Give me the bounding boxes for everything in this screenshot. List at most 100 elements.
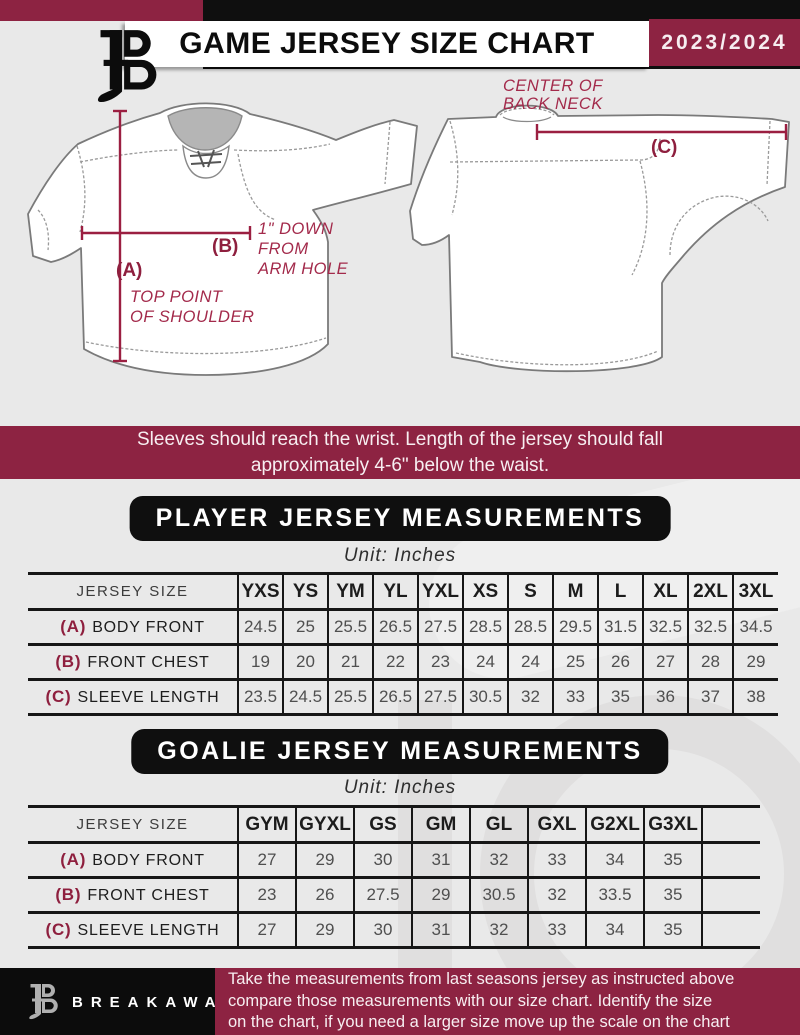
- front-jersey-diagram: (B) 1" DOWN FROM ARM HOLE (A) TOP POINT …: [27, 102, 418, 376]
- measurement-value-cell: 21: [327, 644, 373, 680]
- measurement-value-cell: 33: [527, 842, 586, 878]
- measurement-value-cell: 34: [585, 912, 644, 948]
- size-column-header: GYM: [237, 806, 296, 843]
- measurement-value-cell: 27: [642, 644, 688, 680]
- size-column-header: GM: [411, 806, 470, 843]
- measurement-value-cell: 29: [732, 644, 778, 680]
- measure-lines-back: [535, 124, 788, 140]
- measurement-value-cell: 24: [462, 644, 508, 680]
- size-column-header: G2XL: [585, 806, 644, 843]
- goalie-section-title: GOALIE JERSEY MEASUREMENTS: [157, 737, 643, 765]
- measurement-value-cell: [701, 842, 760, 878]
- measurement-value-cell: 26: [597, 644, 643, 680]
- measurement-value-cell: 32: [507, 679, 553, 715]
- size-column-header: GYXL: [295, 806, 354, 843]
- measurement-value-cell: 30.5: [462, 679, 508, 715]
- measurement-value-cell: 35: [643, 877, 702, 913]
- measure-lines-front: [80, 109, 252, 363]
- fit-notice-line1: Sleeves should reach the wrist. Length o…: [137, 428, 663, 450]
- size-column-header: L: [597, 573, 643, 610]
- measurement-value-cell: 29: [295, 912, 354, 948]
- measurement-value-cell: 32: [469, 842, 528, 878]
- note-b-line1: 1" DOWN: [258, 220, 333, 238]
- measurement-value-cell: 32.5: [687, 609, 733, 645]
- breakaway-b-icon-footer: [29, 984, 58, 1020]
- size-column-header: M: [552, 573, 598, 610]
- label-b: (B): [212, 236, 238, 257]
- fit-notice-banner: Sleeves should reach the wrist. Length o…: [0, 426, 800, 479]
- measurement-value-cell: 32: [469, 912, 528, 948]
- footer-brand-name: BREAKAWAY: [72, 993, 241, 1011]
- measurement-value-cell: 29: [295, 842, 354, 878]
- season-label: 2023/2024: [661, 30, 788, 54]
- size-column-header: 3XL: [732, 573, 778, 610]
- measurement-value-cell: 25.5: [327, 679, 373, 715]
- back-jersey-diagram: CENTER OF BACK NECK (C): [409, 77, 790, 373]
- size-column-header: XS: [462, 573, 508, 610]
- measurement-row: (B) FRONT CHEST 19 20 21 22 23 24 24 25 26 27 28 29: [28, 644, 778, 680]
- measurement-row: (C) SLEEVE LENGTH 23.5 24.5 25.5 26.5 27.5 30.5…: [28, 679, 778, 715]
- note-c-line1: CENTER OF: [503, 77, 603, 95]
- measurement-value-cell: 37: [687, 679, 733, 715]
- player-size-table: JERSEY SIZE YXS YS YM YL YXL XS S M L XL 2XL 3XL (A) B…: [28, 572, 778, 716]
- measurement-value-cell: 24.5: [282, 679, 328, 715]
- measurement-value-cell: 26.5: [372, 609, 418, 645]
- measurement-value-cell: 31: [411, 912, 470, 948]
- measurement-value-cell: 27: [237, 842, 296, 878]
- measurement-row: (A) BODY FRONT 27 29 30 31 32 33 34 35: [28, 842, 760, 878]
- measurement-row-label: (C) SLEEVE LENGTH: [45, 920, 220, 939]
- measurement-value-cell: 28: [687, 644, 733, 680]
- measurement-value-cell: [701, 912, 760, 948]
- back-jersey-outline: [409, 104, 790, 373]
- measurement-row-label: (B) FRONT CHEST: [55, 885, 210, 904]
- size-column-header: GL: [469, 806, 528, 843]
- goalie-section-header: GOALIE JERSEY MEASUREMENTS: [131, 729, 669, 774]
- breakaway-b-icon: [97, 30, 157, 103]
- jersey-size-corner-label: JERSEY SIZE: [76, 816, 189, 833]
- measurement-value-cell: 26: [295, 877, 354, 913]
- measurement-value-cell: 35: [643, 912, 702, 948]
- note-a-line2: OF SHOULDER: [130, 308, 254, 326]
- fit-notice-line2: approximately 4-6" below the waist.: [250, 454, 550, 476]
- measurement-value-cell: [701, 877, 760, 913]
- measurement-row-label: (C) SLEEVE LENGTH: [45, 687, 220, 706]
- measurement-value-cell: 27.5: [353, 877, 412, 913]
- size-column-header: GXL: [527, 806, 586, 843]
- size-column-header: XL: [642, 573, 688, 610]
- measurement-value-cell: 30: [353, 842, 412, 878]
- header-maroon-strip: [0, 0, 203, 21]
- front-seams: [37, 121, 391, 355]
- measurement-value-cell: 29.5: [552, 609, 598, 645]
- measurement-value-cell: 38: [732, 679, 778, 715]
- measurement-value-cell: 31: [411, 842, 470, 878]
- measurement-value-cell: 30.5: [469, 877, 528, 913]
- measurement-value-cell: 28.5: [462, 609, 508, 645]
- size-column-header: G3XL: [643, 806, 702, 843]
- title-box: GAME JERSEY SIZE CHART: [125, 21, 649, 67]
- measurement-value-cell: 27.5: [417, 609, 463, 645]
- season-badge: 2023/2024: [649, 19, 800, 66]
- goalie-unit-label: Unit: Inches: [343, 777, 457, 798]
- size-column-header: YXL: [417, 573, 463, 610]
- size-column-header: YL: [372, 573, 418, 610]
- measurement-value-cell: 20: [282, 644, 328, 680]
- size-header-row: JERSEY SIZE GYM GYXL GS GM GL GXL G2XL G3XL: [28, 806, 760, 843]
- player-unit-label: Unit: Inches: [343, 545, 457, 566]
- label-c: (C): [651, 137, 677, 158]
- jersey-size-corner-label: JERSEY SIZE: [76, 583, 189, 600]
- measurement-row-label: (B) FRONT CHEST: [55, 652, 210, 671]
- measurement-value-cell: 29: [411, 877, 470, 913]
- measurement-value-cell: 27.5: [417, 679, 463, 715]
- size-column-header: S: [507, 573, 553, 610]
- size-column-header: 2XL: [687, 573, 733, 610]
- measurement-value-cell: 26.5: [372, 679, 418, 715]
- size-column-header: YS: [282, 573, 328, 610]
- measurement-row-label: (A) BODY FRONT: [60, 850, 205, 869]
- player-section-title: PLAYER JERSEY MEASUREMENTS: [155, 504, 645, 532]
- back-collar-line: [502, 116, 552, 123]
- measurement-value-cell: 35: [643, 842, 702, 878]
- size-column-header: GS: [353, 806, 412, 843]
- measurement-row-label: (A) BODY FRONT: [60, 617, 205, 636]
- note-a-line1: TOP POINT: [130, 288, 224, 306]
- measurement-value-cell: 33: [552, 679, 598, 715]
